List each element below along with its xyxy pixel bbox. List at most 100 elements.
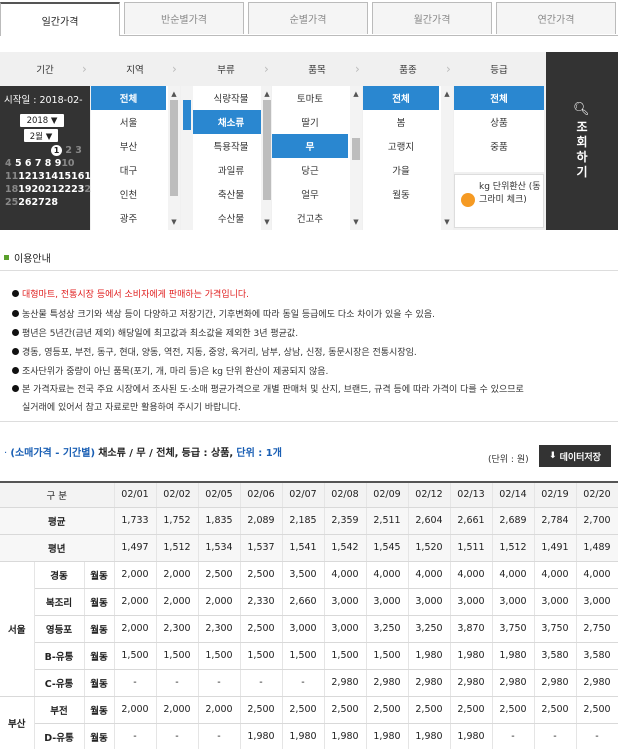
region-item[interactable]: 광주 (119, 214, 138, 225)
scroll-up-icon[interactable]: ▲ (171, 90, 177, 98)
radio-circle-icon[interactable] (461, 193, 475, 207)
scroll-up-icon[interactable]: ▲ (353, 90, 359, 98)
calendar-day[interactable]: 5 (14, 158, 22, 169)
scroll-thumb[interactable] (170, 100, 178, 196)
grade-item[interactable]: 전체 (454, 86, 544, 110)
search-button[interactable]: 🔍︎ 조회하기 (546, 52, 618, 230)
market-cell: 영등포 (34, 615, 85, 643)
kg-conversion-option[interactable]: kg 단위환산 (동그라미 체크) (454, 174, 544, 228)
region-item[interactable]: 서울 (119, 118, 138, 129)
price-cell: 1,733 (114, 507, 157, 535)
calendar-day[interactable]: 25 (5, 197, 19, 208)
category-item[interactable]: 채소류 (191, 110, 271, 134)
category-item[interactable]: 식량작물 (213, 94, 249, 105)
calendar-day[interactable]: 28 (44, 197, 58, 208)
category-scrollbar[interactable] (181, 86, 193, 230)
calendar-day[interactable]: 23 (71, 184, 85, 195)
variety-item[interactable]: 봄 (396, 118, 406, 129)
market-cell: 부전 (34, 696, 85, 724)
calendar-day[interactable]: 2 (65, 145, 72, 156)
tab-yearly[interactable]: 연간가격 (496, 2, 616, 34)
price-cell: 1,835 (198, 507, 241, 535)
region-item[interactable]: 인천 (119, 190, 138, 201)
calendar-day[interactable]: 12 (18, 171, 32, 182)
region-item[interactable]: 부산 (119, 142, 138, 153)
calendar-day[interactable]: 7 (34, 158, 42, 169)
tab-daily[interactable]: 일간가격 (0, 2, 120, 36)
variety-item[interactable]: 월동 (392, 190, 410, 201)
table-row: 서울 경동 월동 2,000 2,000 2,500 2,500 3,500 4,000 4,00… (0, 561, 618, 697)
calendar-day[interactable]: 22 (57, 184, 72, 195)
scroll-up-icon[interactable]: ▲ (264, 90, 270, 98)
grade-item[interactable]: 중품 (490, 142, 508, 153)
bullet-icon (12, 329, 19, 336)
table-row: C-유통 월동 - - - - -2,980 2,980 2,980 2,980 2,980 2,98… (0, 669, 618, 697)
tab-half-decade[interactable]: 반순별가격 (124, 2, 244, 34)
calendar-day[interactable]: 15 (57, 171, 72, 182)
category-item[interactable]: 수산물 (217, 214, 245, 225)
tab-decade[interactable]: 순별가격 (248, 2, 368, 34)
scroll-thumb[interactable] (183, 100, 191, 130)
item-scrollbar[interactable]: ▲ ▼ (350, 86, 362, 230)
variety-item[interactable]: 가을 (392, 166, 410, 177)
variety-cell: 월동 (84, 561, 115, 589)
item-entry[interactable]: 딸기 (301, 118, 319, 129)
data-save-button[interactable]: ⬇ 데이터저장 (539, 445, 611, 467)
data-save-label: 데이터저장 (559, 452, 601, 463)
scroll-up-icon[interactable]: ▲ (444, 90, 450, 98)
calendar-day[interactable]: 11 (5, 171, 19, 182)
calendar-day[interactable]: 27 (31, 197, 45, 208)
variety-item[interactable]: 전체 (363, 86, 439, 110)
item-entry[interactable]: 당근 (301, 166, 319, 177)
variety-scrollbar[interactable]: ▲ ▼ (441, 86, 453, 230)
calendar-day[interactable]: 10 (61, 158, 75, 169)
price-cell: 1,545 (366, 534, 409, 562)
header-category: 부류 (217, 65, 235, 76)
selection-summary: · (소매가격 - 기간별) 채소류 / 무 / 전체, 등급 : 상품, 단위… (4, 448, 282, 459)
calendar-day[interactable]: 21 (44, 184, 58, 195)
variety-cell: 월동 (84, 588, 115, 616)
variety-item[interactable]: 고랭지 (387, 142, 415, 153)
scroll-thumb[interactable] (263, 100, 271, 200)
scroll-down-icon[interactable]: ▼ (353, 218, 359, 226)
scroll-down-icon[interactable]: ▼ (444, 218, 450, 226)
category-item[interactable]: 과일류 (217, 166, 245, 177)
region-scrollbar[interactable]: ▲ ▼ (168, 86, 180, 230)
calendar-day[interactable]: 18 (5, 184, 19, 195)
variety-cell: 월동 (84, 723, 115, 749)
category-item[interactable]: 축산물 (217, 190, 245, 201)
item-entry[interactable]: 건고추 (296, 214, 324, 225)
header-variety: 품종 (399, 65, 417, 76)
tab-monthly[interactable]: 월간가격 (372, 2, 492, 34)
calendar-day[interactable]: 8 (44, 158, 52, 169)
region-item[interactable]: 대구 (119, 166, 138, 177)
table-row: 부산 부전 월동 2,000 2,000 2,000 2,500 2,500 2,500 2,50… (0, 696, 618, 749)
price-cell: 2,980 (534, 669, 577, 697)
scroll-down-icon[interactable]: ▼ (171, 218, 177, 226)
year-select[interactable]: 2018 ▼ (20, 114, 64, 127)
price-cell: 3,000 (324, 615, 367, 643)
item-entry[interactable]: 무 (272, 134, 348, 158)
scroll-thumb[interactable] (352, 138, 360, 160)
calendar-day[interactable]: 9 (54, 158, 62, 169)
grade-item[interactable]: 상품 (490, 118, 508, 129)
region-item[interactable]: 전체 (91, 86, 166, 110)
scroll-down-icon[interactable]: ▼ (264, 218, 270, 226)
month-select[interactable]: 2월 ▼ (24, 129, 58, 142)
category-scrollbar-right[interactable]: ▲ ▼ (261, 86, 271, 230)
item-entry[interactable]: 얼무 (301, 190, 319, 201)
price-cell: 2,500 (324, 696, 367, 724)
category-item[interactable]: 특용작물 (213, 142, 249, 153)
calendar-day[interactable]: 3 (75, 145, 82, 156)
calendar-day[interactable]: 13 (31, 171, 45, 182)
calendar-day[interactable]: 19 (18, 184, 32, 195)
calendar-day[interactable]: 20 (31, 184, 45, 195)
calendar-day[interactable]: 14 (44, 171, 58, 182)
calendar-day[interactable]: 16 (71, 171, 85, 182)
item-entry[interactable]: 토마토 (296, 94, 324, 105)
calendar-day[interactable]: 1 (51, 145, 62, 156)
calendar: 1 2 3 4 5 6 7 8 910 11121314151617 18192… (5, 144, 98, 209)
calendar-day[interactable]: 6 (24, 158, 32, 169)
calendar-day[interactable]: 4 (5, 158, 12, 169)
calendar-day[interactable]: 26 (18, 197, 32, 208)
